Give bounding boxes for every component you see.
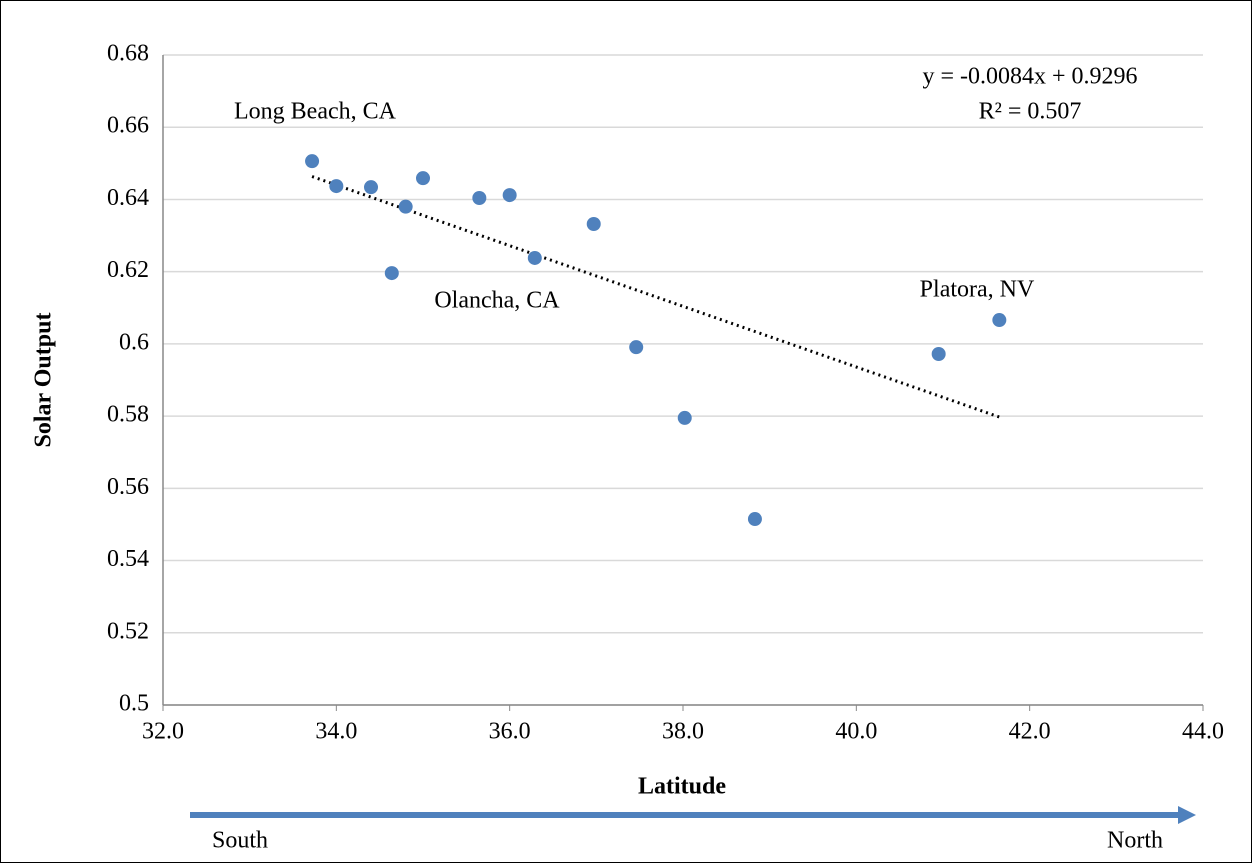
y-tick-label: 0.54 <box>107 546 149 572</box>
y-tick-label: 0.62 <box>107 257 149 283</box>
y-axis-label: Solar Output <box>31 313 57 448</box>
x-tick-label: 32.0 <box>142 719 184 745</box>
y-tick-label: 0.68 <box>107 41 149 67</box>
y-tick-label: 0.64 <box>107 185 149 211</box>
annotation: Olancha, CA <box>434 288 560 314</box>
trend-r2: R² = 0.507 <box>979 99 1082 125</box>
data-point <box>398 199 413 214</box>
data-point <box>931 347 946 361</box>
trendline <box>311 175 1000 419</box>
annotation: Long Beach, CA <box>234 99 397 125</box>
direction-label: South <box>212 828 268 854</box>
data-point <box>364 180 378 195</box>
y-tick-label: 0.56 <box>107 474 149 500</box>
x-axis-label: Latitude <box>638 774 726 800</box>
data-point <box>384 266 399 281</box>
x-tick-label: 42.0 <box>1009 719 1051 745</box>
direction-label: North <box>1107 828 1163 854</box>
y-tick-label: 0.5 <box>119 691 149 717</box>
data-point <box>992 313 1007 328</box>
x-tick-label: 38.0 <box>662 719 704 745</box>
data-point <box>416 171 430 186</box>
y-tick-label: 0.52 <box>107 618 149 644</box>
annotation: Platora, NV <box>920 277 1035 303</box>
data-point <box>502 188 517 203</box>
trend-equation: y = -0.0084x + 0.9296 <box>922 64 1137 90</box>
data-point <box>305 154 320 169</box>
data-point <box>677 410 692 425</box>
data-point <box>329 179 344 194</box>
data-point <box>472 191 487 205</box>
y-tick-label: 0.6 <box>119 329 149 355</box>
y-tick-label: 0.58 <box>107 402 149 428</box>
x-tick-label: 34.0 <box>315 719 357 745</box>
y-tick-label: 0.66 <box>107 113 149 139</box>
x-tick-label: 36.0 <box>489 719 531 745</box>
direction-arrow-head <box>1178 806 1196 824</box>
data-point <box>527 250 542 265</box>
data-point <box>586 217 601 231</box>
x-tick-label: 44.0 <box>1182 719 1224 745</box>
x-tick-label: 40.0 <box>835 719 877 745</box>
data-point <box>747 512 762 527</box>
data-point <box>629 340 644 355</box>
